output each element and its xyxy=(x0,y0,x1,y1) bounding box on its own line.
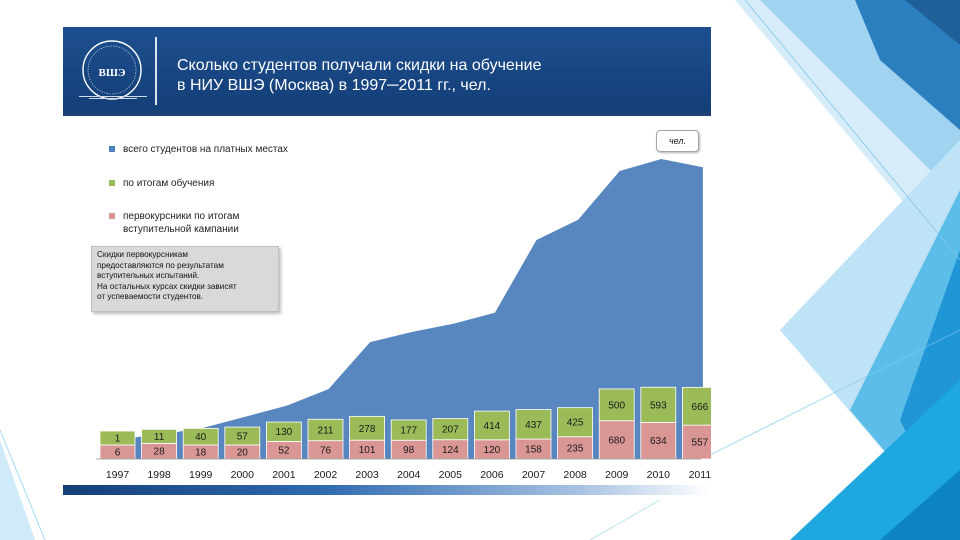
title-line-2: в НИУ ВШЭ (Москва) в 1997─2011 гг., чел. xyxy=(177,77,491,94)
x-tick-label-2000: 2000 xyxy=(231,469,255,481)
bar-freshmen-2009 xyxy=(598,420,635,460)
data-label-freshmen-2009: 680 xyxy=(608,435,625,446)
x-tick-label-2002: 2002 xyxy=(314,469,338,481)
bar-performance-1999 xyxy=(182,427,219,446)
legend-swatch-total xyxy=(109,146,115,152)
data-label-performance-2001: 130 xyxy=(276,427,293,438)
x-tick-label-2001: 2001 xyxy=(272,469,296,481)
note-line-1: Скидки первокурсникам xyxy=(97,250,188,259)
data-label-freshmen-2001: 52 xyxy=(278,446,290,457)
x-tick-label-2008: 2008 xyxy=(563,469,587,481)
note-line-4: На остальных курсах скидки зависят xyxy=(97,281,237,291)
data-label-performance-2010: 593 xyxy=(650,400,667,411)
footer-bar xyxy=(63,485,711,495)
data-label-freshmen-2006: 120 xyxy=(484,445,501,456)
data-label-performance-2011: 666 xyxy=(692,402,709,413)
data-label-performance-2009: 500 xyxy=(608,400,625,411)
logo-letters: ВШЭ xyxy=(99,67,126,79)
data-label-freshmen-2008: 235 xyxy=(567,443,584,454)
bar-performance-2000 xyxy=(224,426,261,446)
bar-performance-2007 xyxy=(515,409,552,440)
data-label-performance-2005: 207 xyxy=(442,425,459,436)
note-box: Скидки первокурсникам предоставляются по… xyxy=(91,246,279,312)
data-label-performance-2007: 437 xyxy=(525,420,542,431)
legend-label-total: всего студентов на платных местах xyxy=(123,144,288,155)
x-tick-label-1999: 1999 xyxy=(189,469,213,481)
data-label-performance-2004: 177 xyxy=(400,426,417,437)
data-label-performance-1997: 1 xyxy=(115,434,121,445)
note-line-5: от успеваемости студентов. xyxy=(97,292,204,302)
bar-performance-2001 xyxy=(265,421,302,442)
data-label-freshmen-1997: 6 xyxy=(115,448,121,459)
x-tick-label-2010: 2010 xyxy=(647,469,671,481)
data-label-performance-1999: 40 xyxy=(195,432,207,443)
x-tick-label-1998: 1998 xyxy=(147,469,171,481)
data-label-freshmen-2007: 158 xyxy=(525,445,542,456)
data-label-freshmen-2000: 20 xyxy=(237,448,249,459)
x-tick-label-2005: 2005 xyxy=(439,469,463,481)
data-label-freshmen-2002: 76 xyxy=(320,445,332,456)
data-label-freshmen-2011: 557 xyxy=(692,438,709,449)
discount-chart: 6 1 1997 28 11 1998 18 40 1999 20 57 2000 52 130 2001 7… xyxy=(96,159,711,481)
bar-performance-2003 xyxy=(349,415,386,441)
data-label-freshmen-2004: 98 xyxy=(403,445,415,456)
bar-performance-2004 xyxy=(390,419,427,441)
data-label-performance-2006: 414 xyxy=(484,421,501,432)
data-label-performance-2008: 425 xyxy=(567,418,584,429)
bar-performance-2011 xyxy=(682,386,711,426)
bar-performance-2006 xyxy=(473,410,510,441)
legend-swatch-freshmen xyxy=(109,213,115,219)
area-total-students xyxy=(120,159,703,459)
x-tick-label-2011: 2011 xyxy=(689,469,711,481)
data-label-performance-2000: 57 xyxy=(237,432,249,443)
legend-label-freshmen-line-1: первокурсники по итогам xyxy=(123,211,240,222)
data-label-freshmen-2005: 124 xyxy=(442,445,459,456)
unit-label: чел. xyxy=(656,130,699,152)
data-label-freshmen-2003: 101 xyxy=(359,445,376,456)
note-line-2: предоставляются по результатам xyxy=(97,260,224,270)
data-label-freshmen-2010: 634 xyxy=(650,436,667,447)
bar-performance-1997 xyxy=(99,430,136,446)
bar-performance-2010 xyxy=(640,386,677,423)
title-line-1: Сколько студентов получали скидки на обу… xyxy=(177,57,542,74)
legend-label-performance: по итогам обучения xyxy=(123,178,215,189)
data-label-freshmen-1999: 18 xyxy=(195,448,207,459)
legend-swatch-performance xyxy=(109,180,115,186)
x-tick-label-2009: 2009 xyxy=(605,469,629,481)
slide-title: Сколько студентов получали скидки на обу… xyxy=(177,56,697,96)
banner-underline xyxy=(63,111,711,116)
data-label-freshmen-1998: 28 xyxy=(154,447,166,458)
bar-performance-2005 xyxy=(432,418,469,441)
x-tick-label-1997: 1997 xyxy=(106,469,130,481)
bar-performance-2008 xyxy=(557,407,594,438)
x-tick-label-2007: 2007 xyxy=(522,469,546,481)
x-tick-label-2003: 2003 xyxy=(355,469,379,481)
data-label-performance-2002: 211 xyxy=(318,425,334,436)
bar-performance-2002 xyxy=(307,418,344,442)
x-tick-label-2004: 2004 xyxy=(397,469,421,481)
title-banner: ВШЭ Сколько студентов получали скидки на… xyxy=(63,27,711,111)
legend-label-freshmen-line-2: вступительной кампании xyxy=(123,224,239,235)
data-label-performance-1998: 11 xyxy=(154,432,165,443)
bar-performance-2009 xyxy=(598,388,635,422)
logo-caption xyxy=(79,96,147,99)
note-line-3: вступительных испытаний. xyxy=(97,271,200,281)
banner-divider xyxy=(155,37,157,105)
data-label-performance-2003: 278 xyxy=(359,424,376,435)
x-tick-label-2006: 2006 xyxy=(480,469,504,481)
slide: ВШЭ Сколько студентов получали скидки на… xyxy=(63,27,711,495)
bar-performance-1998 xyxy=(141,428,177,444)
